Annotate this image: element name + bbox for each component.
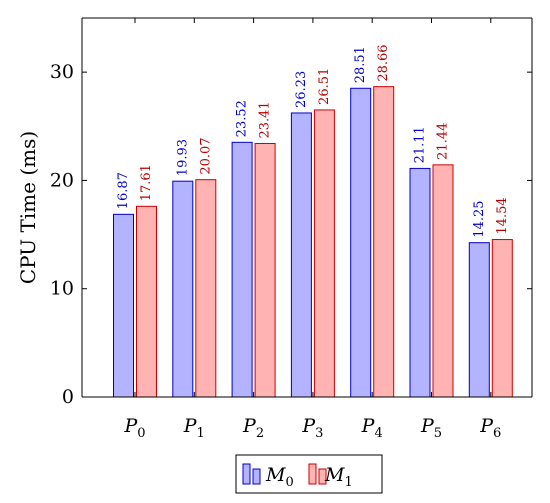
legend-swatch-m1 <box>308 463 317 485</box>
data-label-m0-p5: 21.11 <box>413 126 428 163</box>
y-tick-label: 20 <box>50 169 74 191</box>
data-label-m0-p3: 26.23 <box>294 71 309 108</box>
x-tick-label-p5: P5 <box>420 415 442 441</box>
data-label-m1-p6: 14.54 <box>495 197 510 234</box>
bar-m0-p0 <box>113 213 134 398</box>
y-axis-title: CPU Time (ms) <box>16 131 40 284</box>
data-label-m0-p4: 28.51 <box>353 46 368 83</box>
bar-m1-p2 <box>254 143 276 398</box>
bar-m1-p0 <box>136 205 157 398</box>
bar-m0-p2 <box>231 141 253 398</box>
legend-swatch-m1-b <box>318 468 327 485</box>
x-tick-label-p1: P1 <box>183 415 205 441</box>
legend-swatch-m0-b <box>252 468 261 485</box>
y-tick-label: 10 <box>50 278 74 300</box>
bar-m0-p5 <box>409 167 431 398</box>
bar-m1-p4 <box>373 86 395 398</box>
bar-m1-p3 <box>313 109 335 398</box>
x-tick-label-p4: P4 <box>361 415 383 441</box>
data-label-m0-p2: 23.52 <box>235 100 250 137</box>
data-label-m1-p5: 21.44 <box>436 123 451 160</box>
x-tick-label-p0: P0 <box>123 415 145 441</box>
bar-m1-p5 <box>432 164 454 398</box>
bar-m0-p3 <box>290 112 312 398</box>
data-label-m0-p0: 16.87 <box>116 172 131 209</box>
y-tick-label: 30 <box>50 61 74 83</box>
y-tick-label: 0 <box>62 386 74 408</box>
x-tick-label-p2: P2 <box>242 415 264 441</box>
data-label-m1-p4: 28.66 <box>376 44 391 81</box>
data-label-m1-p2: 23.41 <box>258 101 273 138</box>
bar-m0-p6 <box>468 242 490 398</box>
legend-label-m1: M1 <box>324 464 353 490</box>
bar-m1-p1 <box>195 179 217 398</box>
data-label-m1-p3: 26.51 <box>317 68 332 105</box>
x-tick-label-p3: P3 <box>301 415 323 441</box>
bar-m1-p6 <box>491 239 513 398</box>
x-tick-label-p6: P6 <box>479 415 501 441</box>
data-label-m0-p1: 19.93 <box>175 139 190 176</box>
bar-m0-p1 <box>172 180 194 398</box>
data-label-m1-p1: 20.07 <box>198 137 213 174</box>
bar-m0-p4 <box>350 87 372 398</box>
legend-label-m0: M0 <box>265 464 294 490</box>
data-label-m1-p0: 17.61 <box>139 164 154 201</box>
legend-swatch-m0 <box>242 463 251 485</box>
data-label-m0-p6: 14.25 <box>472 200 487 237</box>
